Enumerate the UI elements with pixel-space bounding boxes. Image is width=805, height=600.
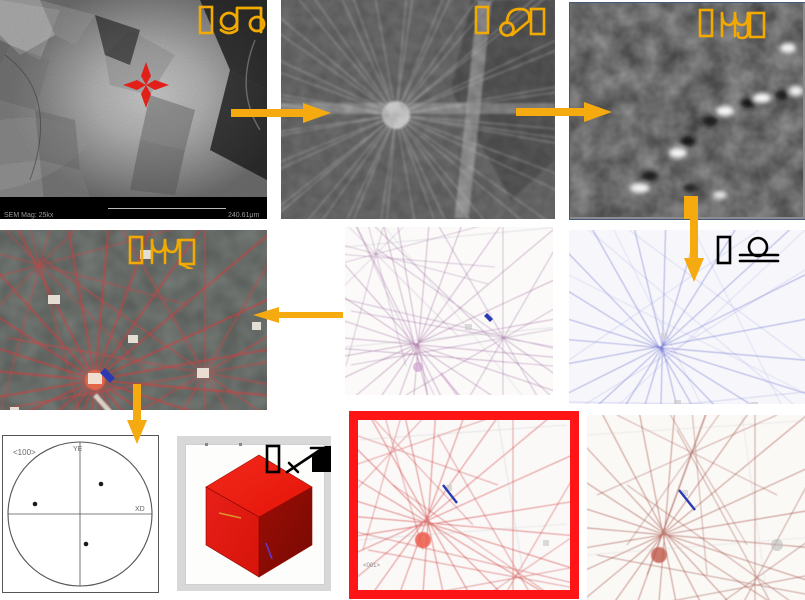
svg-text:YE: YE xyxy=(73,446,83,453)
svg-text:XD: XD xyxy=(135,506,145,513)
svg-text:<100>: <100> xyxy=(13,448,36,457)
svg-text:<001>: <001> xyxy=(363,563,381,569)
